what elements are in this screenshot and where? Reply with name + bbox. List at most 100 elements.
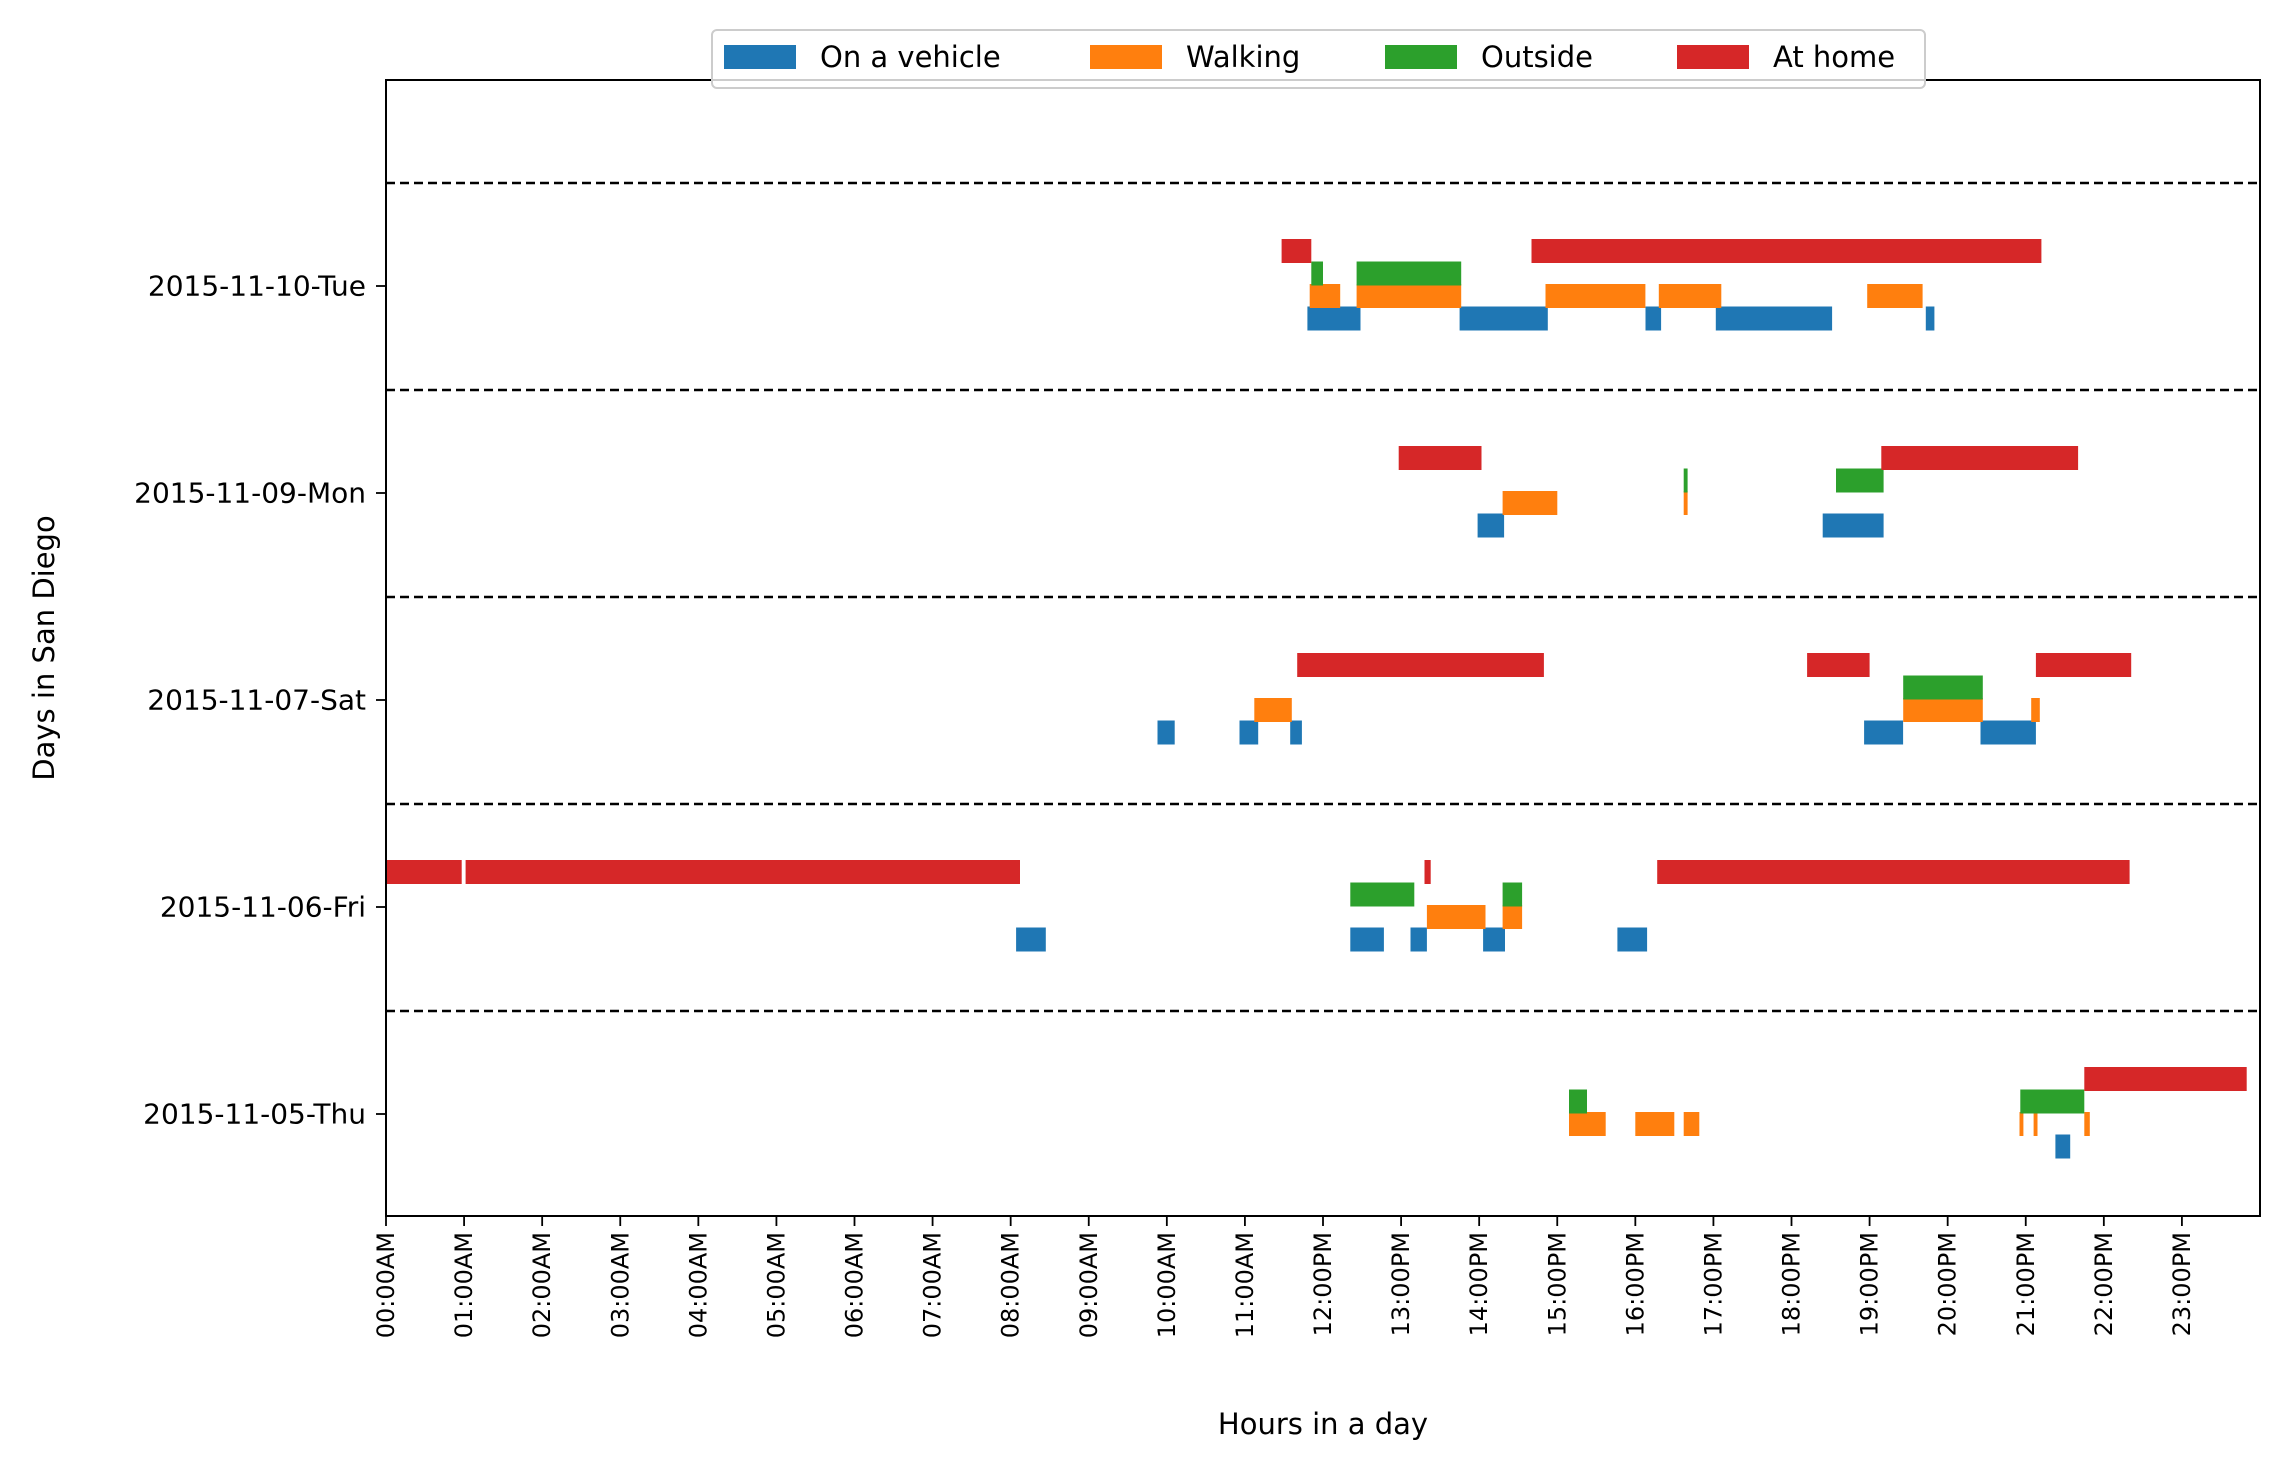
- bar-walking: [1867, 284, 1923, 308]
- bar-walking: [1502, 491, 1558, 515]
- x-axis-label: Hours in a day: [1218, 1407, 1428, 1441]
- x-tick-label: 06:00AM: [841, 1232, 869, 1338]
- bar-outside: [1350, 882, 1415, 907]
- bars-layer: [386, 239, 2247, 1159]
- bar-walking: [1658, 284, 1722, 308]
- legend-label: On a vehicle: [820, 40, 1001, 74]
- bar-on-a-vehicle: [1307, 306, 1361, 331]
- bar-outside: [1836, 468, 1884, 493]
- bar-outside: [2020, 1089, 2085, 1114]
- bar-walking: [1683, 491, 1688, 515]
- bar-outside: [1356, 261, 1462, 286]
- bar-on-a-vehicle: [1477, 513, 1505, 538]
- bar-outside: [1569, 1089, 1587, 1114]
- bar-walking: [2031, 698, 2040, 722]
- x-tick-label: 08:00AM: [997, 1232, 1025, 1338]
- bar-at-home: [2035, 653, 2132, 677]
- bar-walking: [1254, 698, 1292, 722]
- bar-walking: [1635, 1112, 1675, 1136]
- x-tick-label: 01:00AM: [450, 1232, 478, 1338]
- bar-on-a-vehicle: [1645, 306, 1662, 331]
- x-tick-label: 22:00PM: [2090, 1232, 2118, 1336]
- y-tick-label: 2015-11-10-Tue: [148, 270, 366, 303]
- bar-on-a-vehicle: [1822, 513, 1884, 538]
- x-tick-label: 20:00PM: [1934, 1232, 1962, 1336]
- bar-walking: [1683, 1112, 1700, 1136]
- x-tick-label: 03:00AM: [606, 1232, 634, 1338]
- legend-swatch: [1677, 45, 1749, 69]
- x-tick-label: 18:00PM: [1778, 1232, 1806, 1336]
- x-tick-label: 12:00PM: [1309, 1232, 1337, 1336]
- bar-at-home: [1881, 446, 2079, 470]
- bar-at-home: [1807, 653, 1870, 677]
- bar-on-a-vehicle: [1239, 720, 1259, 745]
- legend-label: At home: [1773, 40, 1895, 74]
- bar-walking: [1545, 284, 1646, 308]
- legend-swatch: [724, 45, 796, 69]
- bar-outside: [1683, 468, 1688, 493]
- bar-at-home: [2084, 1067, 2247, 1091]
- legend: On a vehicle Walking Outside At home: [711, 29, 1926, 89]
- x-tick-label: 21:00PM: [2012, 1232, 2040, 1336]
- bar-at-home: [386, 860, 462, 884]
- x-tick-label: 04:00AM: [684, 1232, 712, 1338]
- bar-at-home: [465, 860, 1021, 884]
- y-tick-label: 2015-11-07-Sat: [147, 684, 366, 717]
- bar-outside: [1311, 261, 1323, 286]
- x-tick-label: 13:00PM: [1387, 1232, 1415, 1336]
- day-separators: [386, 181, 2260, 1013]
- legend-swatch: [1385, 45, 1457, 69]
- x-tick-label: 23:00PM: [2168, 1232, 2196, 1336]
- bar-on-a-vehicle: [1980, 720, 2036, 745]
- bar-on-a-vehicle: [1350, 927, 1384, 952]
- bar-outside: [1502, 882, 1523, 907]
- bar-walking: [2033, 1112, 2038, 1136]
- x-tick-label: 07:00AM: [919, 1232, 947, 1338]
- x-tick-label: 15:00PM: [1543, 1232, 1571, 1336]
- bar-on-a-vehicle: [1016, 927, 1046, 952]
- bar-on-a-vehicle: [1157, 720, 1175, 745]
- bar-on-a-vehicle: [1483, 927, 1505, 952]
- bar-at-home: [1297, 653, 1544, 677]
- legend-frame: [711, 29, 1926, 89]
- x-tick-label: 11:00AM: [1231, 1232, 1259, 1338]
- bar-on-a-vehicle: [1410, 927, 1427, 952]
- y-tick-label: 2015-11-06-Fri: [160, 891, 366, 924]
- legend-label: Walking: [1186, 40, 1300, 74]
- bar-walking: [1569, 1112, 1606, 1136]
- bar-on-a-vehicle: [1864, 720, 1904, 745]
- x-tick-label: 16:00PM: [1621, 1232, 1649, 1336]
- bar-walking: [2084, 1112, 2090, 1136]
- bar-on-a-vehicle: [1617, 927, 1648, 952]
- bar-outside: [1903, 675, 1983, 700]
- bar-at-home: [1398, 446, 1482, 470]
- bar-on-a-vehicle: [1459, 306, 1548, 331]
- x-axis-ticks: 00:00AM 01:00AM 02:00AM 03:00AM 04:00AM 05:00…: [372, 1216, 2196, 1338]
- x-tick-label: 05:00AM: [762, 1232, 790, 1338]
- legend-label: Outside: [1481, 40, 1593, 74]
- bar-on-a-vehicle: [1925, 306, 1935, 331]
- bar-at-home: [1281, 239, 1312, 263]
- y-axis-ticks: 2015-11-05-Thu 2015-11-06-Fri 2015-11-07-S…: [134, 270, 386, 1131]
- y-tick-label: 2015-11-05-Thu: [143, 1098, 366, 1131]
- bar-walking: [1426, 905, 1486, 929]
- x-tick-label: 17:00PM: [1699, 1232, 1727, 1336]
- y-axis-label: Days in San Diego: [27, 515, 61, 780]
- bar-at-home: [1424, 860, 1431, 884]
- bar-walking: [1356, 284, 1462, 308]
- bar-walking: [1903, 698, 1983, 722]
- y-tick-label: 2015-11-09-Mon: [134, 477, 366, 510]
- bar-at-home: [1531, 239, 2042, 263]
- x-tick-label: 09:00AM: [1075, 1232, 1103, 1338]
- x-tick-label: 02:00AM: [528, 1232, 556, 1338]
- bar-on-a-vehicle: [2055, 1134, 2071, 1159]
- bar-walking: [1502, 905, 1523, 929]
- x-tick-label: 00:00AM: [372, 1232, 400, 1338]
- x-tick-label: 14:00PM: [1465, 1232, 1493, 1336]
- legend-swatch: [1090, 45, 1162, 69]
- x-tick-label: 19:00PM: [1856, 1232, 1884, 1336]
- bar-walking: [1309, 284, 1341, 308]
- bar-walking: [2019, 1112, 2024, 1136]
